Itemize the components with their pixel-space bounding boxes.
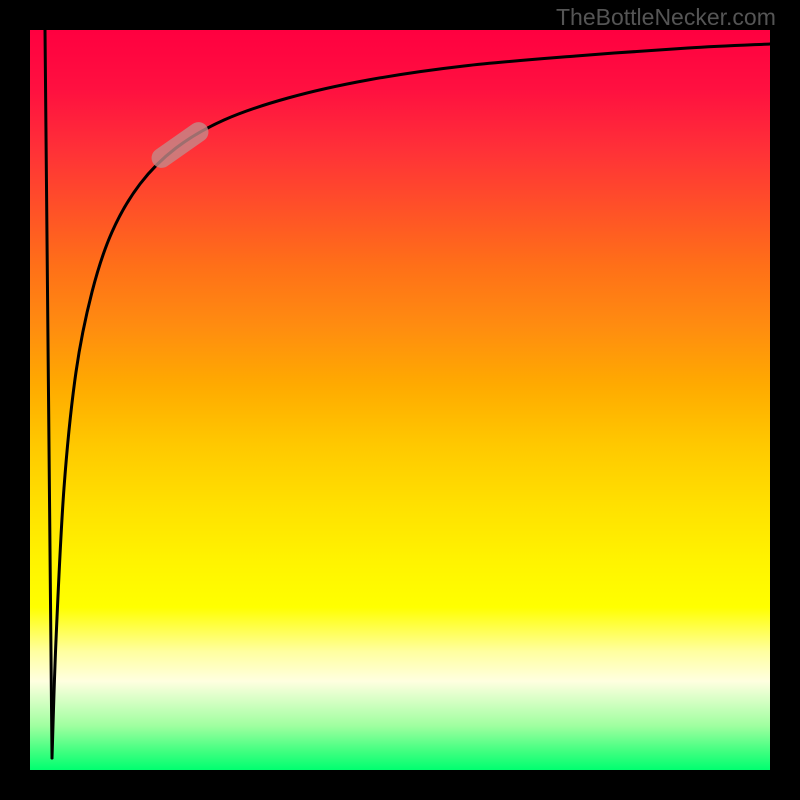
plot-border-right: [770, 0, 800, 800]
watermark-text: TheBottleNecker.com: [556, 4, 776, 31]
gradient-background: [0, 0, 800, 800]
chart-root: TheBottleNecker.com: [0, 0, 800, 800]
plot-border-left: [0, 0, 30, 800]
plot-border-bottom: [0, 770, 800, 800]
